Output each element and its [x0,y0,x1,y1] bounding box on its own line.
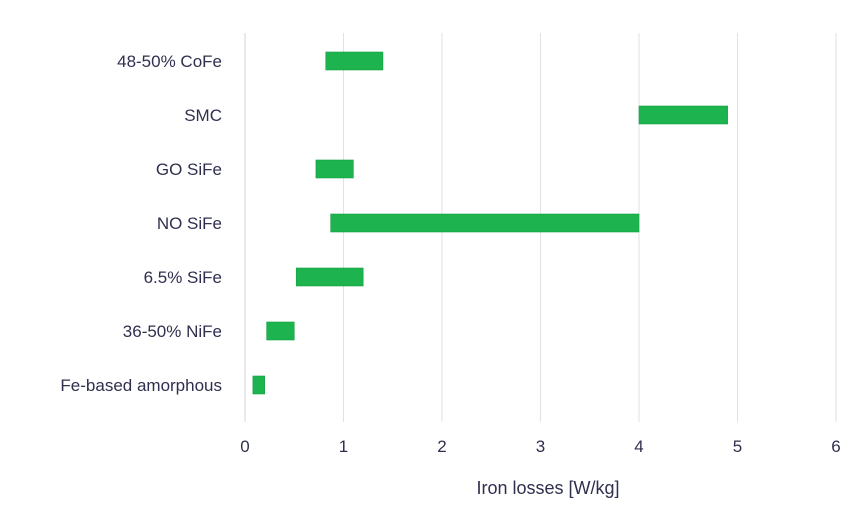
bar-3 [330,213,640,233]
bar-1 [638,105,728,125]
bar-4 [295,267,364,287]
x-tick-label: 4 [634,437,643,456]
category-label: 48-50% CoFe [117,52,222,71]
x-tick-label: 3 [536,437,545,456]
category-label: NO SiFe [157,214,222,233]
x-tick-label: 2 [437,437,446,456]
x-tick-label: 1 [339,437,348,456]
bar-6 [252,375,266,395]
category-labels: 48-50% CoFe SMC GO SiFe NO SiFe 6.5% SiFe 36-… [60,52,222,395]
x-tick-label: 6 [831,437,840,456]
category-label: 36-50% NiFe [123,322,222,341]
category-label: Fe-based amorphous [60,376,222,395]
x-tick-label: 5 [733,437,742,456]
bar-5 [266,321,295,341]
category-label: GO SiFe [156,160,222,179]
bars [252,51,728,395]
category-label: 6.5% SiFe [144,268,222,287]
x-tick-labels: 0 1 2 3 4 5 6 [240,437,840,456]
x-axis-title: Iron losses [W/kg] [476,478,619,498]
x-tick-label: 0 [240,437,249,456]
bar-0 [325,51,384,71]
bar-2 [315,159,354,179]
category-label: SMC [184,106,222,125]
